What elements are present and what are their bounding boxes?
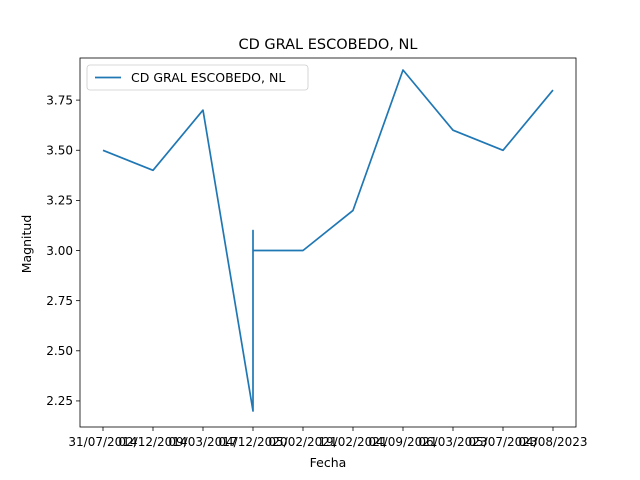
x-tick-label-8: 05/07/2023 [468, 435, 537, 449]
x-tick-label-0: 31/07/2014 [68, 435, 137, 449]
y-tick-label-0: 2.25 [46, 394, 73, 408]
x-tick-label-2: 09/03/2017 [168, 435, 237, 449]
plot-frame [79, 57, 577, 428]
y-tick-label-1: 2.50 [46, 344, 73, 358]
chart-title: CD GRAL ESCOBEDO, NL [239, 37, 418, 53]
y-tick-label-6: 3.75 [46, 93, 73, 107]
x-tick-label-5: 19/02/2021 [318, 435, 387, 449]
y-tick-label-2: 2.75 [46, 294, 73, 308]
y-axis-label: Magnitud [19, 215, 34, 274]
x-axis: 31/07/201402/12/201409/03/201704/12/2020… [68, 427, 588, 449]
y-tick-label-5: 3.50 [46, 144, 73, 158]
plot-area [79, 57, 577, 428]
x-tick-label-3: 04/12/2020 [218, 435, 287, 449]
legend-box [86, 64, 309, 91]
x-tick-label-7: 06/03/2023 [418, 435, 487, 449]
x-tick-label-1: 02/12/2014 [118, 435, 187, 449]
x-axis-label: Fecha [310, 455, 347, 470]
legend-label-0: CD GRAL ESCOBEDO, NL [131, 70, 285, 85]
y-tick-label-3: 3.00 [46, 244, 73, 258]
x-tick-label-9: 04/08/2023 [518, 435, 587, 449]
y-axis: 2.25 2.50 2.75 3.00 3.25 3.50 3.75 [46, 93, 80, 408]
legend: CD GRAL ESCOBEDO, NL [86, 64, 309, 91]
x-tick-label-6: 04/09/2021 [368, 435, 437, 449]
x-tick-label-4: 05/02/2021 [268, 435, 337, 449]
series-line-0 [102, 69, 554, 412]
y-tick-label-4: 3.25 [46, 194, 73, 208]
